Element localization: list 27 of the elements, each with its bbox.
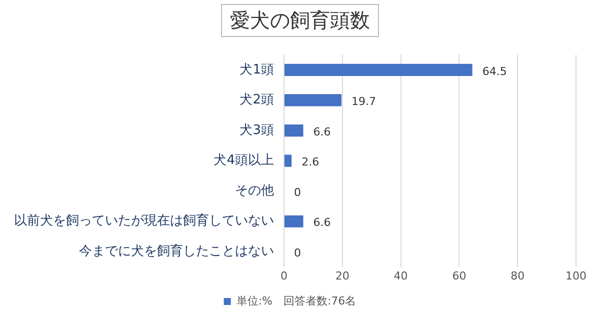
data-label: 6.6 (313, 125, 331, 138)
x-tick-label: 60 (452, 269, 466, 282)
y-tick-label: 犬4頭以上 (214, 153, 274, 168)
bar (284, 154, 292, 167)
x-tick-label: 100 (566, 269, 586, 282)
legend-label: 単位:% 回答者数:76名 (236, 294, 356, 308)
chart-title: 愛犬の飼育頭数 (221, 4, 379, 37)
y-tick-label: 今までに犬を飼育したことはない (79, 243, 274, 260)
data-label: 2.6 (302, 156, 320, 169)
x-tick-label: 80 (510, 269, 525, 282)
bar (284, 215, 304, 228)
x-tick-label: 0 (280, 269, 288, 282)
bar (284, 64, 472, 76)
y-tick-label: その他 (235, 183, 274, 198)
x-tick-label: 40 (394, 269, 408, 282)
y-tick-label: 犬2頭 (240, 92, 274, 108)
y-tick-label: 犬1頭 (240, 62, 274, 78)
bar (284, 94, 342, 106)
data-label: 0 (294, 186, 301, 199)
data-label: 0 (294, 246, 301, 260)
x-tick-label: 20 (335, 269, 350, 282)
data-label: 6.6 (313, 216, 331, 230)
data-label: 64.5 (482, 64, 507, 78)
bar (284, 124, 304, 137)
y-tick-label: 以前犬を飼っていたが現在は飼育していない (14, 212, 274, 229)
y-tick-label: 犬3頭 (240, 122, 274, 138)
data-label: 19.7 (352, 95, 376, 108)
